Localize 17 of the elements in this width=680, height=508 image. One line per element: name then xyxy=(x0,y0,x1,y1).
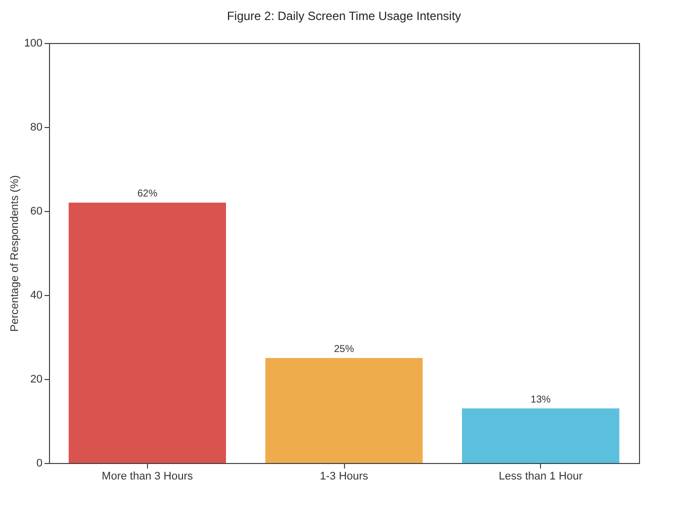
x-tick-label: Less than 1 Hour xyxy=(498,470,583,482)
bar xyxy=(68,202,226,463)
y-tick-label: 60 xyxy=(30,206,42,218)
y-tick-label: 40 xyxy=(30,290,42,302)
bar xyxy=(462,408,620,463)
data-label: 25% xyxy=(334,344,354,355)
y-tick-label: 20 xyxy=(30,374,42,386)
y-axis-title: Percentage of Respondents (%) xyxy=(9,175,22,332)
y-tick-label: 100 xyxy=(24,38,42,50)
bar xyxy=(265,358,423,463)
y-tick-label: 0 xyxy=(36,458,42,470)
x-tick-label: 1-3 Hours xyxy=(320,470,369,482)
data-label: 62% xyxy=(137,188,158,200)
chart-title: Figure 2: Daily Screen Time Usage Intensity xyxy=(226,9,462,23)
y-tick-label: 80 xyxy=(30,122,42,134)
x-tick-label: More than 3 Hours xyxy=(102,470,194,482)
data-label: 13% xyxy=(530,394,551,406)
